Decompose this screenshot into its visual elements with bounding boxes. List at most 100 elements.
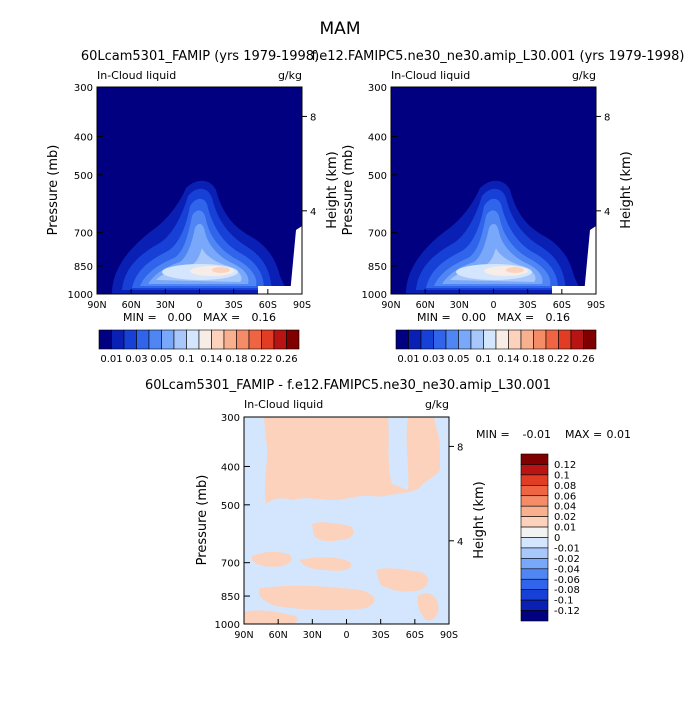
colorbar-swatch xyxy=(508,329,522,350)
colorbar-swatch xyxy=(173,329,187,350)
colorbar-swatch xyxy=(161,329,175,350)
colorbar-label: 0 xyxy=(554,533,560,544)
y-tick-label: 1000 xyxy=(68,290,93,301)
panel-b-units-label: g/kg xyxy=(572,69,596,82)
panel-c-min-label: MIN = xyxy=(476,428,510,441)
colorbar-swatch xyxy=(136,329,150,350)
colorbar-label: 0.04 xyxy=(554,502,576,513)
colorbar-swatch xyxy=(520,495,549,507)
panel-c-colorbar: 0.120.10.080.060.040.020.010-0.01-0.02-0… xyxy=(520,453,580,622)
colorbar-swatch xyxy=(273,329,287,350)
y-tick-label: 850 xyxy=(221,592,240,603)
colorbar-swatch xyxy=(286,329,300,350)
y-tick-label: 300 xyxy=(368,83,387,94)
colorbar-swatch xyxy=(520,547,549,559)
panel-c-xticks: 90N 60N 30N 0 30S 60S 90S xyxy=(234,619,458,641)
colorbar-swatch xyxy=(223,329,237,350)
panel-c-positive-region-5 xyxy=(258,585,375,611)
height-tick-label: 4 xyxy=(310,207,316,218)
colorbar-label: 0.1 xyxy=(179,354,195,365)
panel-b-contour-9 xyxy=(506,267,524,273)
panel-c-max-label: MAX = xyxy=(565,428,602,441)
panel-c-positive-region-3 xyxy=(252,551,292,567)
colorbar-label: 0.01 xyxy=(100,354,122,365)
colorbar-label: 0.12 xyxy=(554,460,576,471)
x-tick-label: 60N xyxy=(416,300,435,311)
colorbar-swatch xyxy=(520,599,549,611)
panel-c-yticks: 300 400 500 700 850 1000 xyxy=(215,413,250,631)
colorbar-swatch xyxy=(395,329,409,350)
x-tick-label: 60S xyxy=(259,300,277,311)
x-tick-label: 30N xyxy=(156,300,175,311)
panel-a-ylabel-right: Height (km) xyxy=(325,151,340,228)
colorbar-swatch xyxy=(520,537,549,549)
panel-c-plot xyxy=(244,417,449,624)
colorbar-swatch xyxy=(495,329,509,350)
y-tick-label: 500 xyxy=(368,171,387,182)
panel-b-min-label: MIN = xyxy=(417,311,451,324)
panel-b-xticks: 90N 60N 30N 0 30S 60S 90S xyxy=(381,289,605,311)
colorbar-label: -0.02 xyxy=(554,554,580,565)
colorbar-swatch xyxy=(433,329,447,350)
y-tick-label: 700 xyxy=(368,229,387,240)
colorbar-label: 0.26 xyxy=(572,354,594,365)
colorbar-label: 0.03 xyxy=(422,354,444,365)
panel-a-title: 60Lcam5301_FAMIP (yrs 1979-1998) xyxy=(81,49,319,64)
colorbar-swatch xyxy=(520,453,549,465)
panel-b-title: f.e12.FAMIPC5.ne30_ne30.amip_L30.001 (yr… xyxy=(312,49,685,64)
colorbar-label: 0.1 xyxy=(476,354,492,365)
colorbar-label: 0.05 xyxy=(150,354,172,365)
height-tick-label: 8 xyxy=(310,112,316,123)
x-tick-label: 60S xyxy=(553,300,571,311)
y-tick-label: 500 xyxy=(221,501,240,512)
panel-b-yticks: 300 400 500 700 850 1000 xyxy=(362,83,397,301)
height-tick-label: 8 xyxy=(457,442,463,453)
y-tick-label: 300 xyxy=(74,83,93,94)
colorbar-swatch xyxy=(520,610,549,622)
colorbar-swatch xyxy=(520,329,534,350)
panel-c-positive-region-4 xyxy=(300,557,352,571)
colorbar-swatch xyxy=(558,329,572,350)
x-tick-label: 0 xyxy=(490,300,496,311)
panel-b-max-label: MAX = xyxy=(497,311,534,324)
colorbar-swatch xyxy=(520,464,549,476)
x-tick-label: 60N xyxy=(122,300,141,311)
panel-a-ylabel: Pressure (mb) xyxy=(46,145,61,236)
colorbar-swatch xyxy=(236,329,250,350)
panel-a-yticks-right: 84 xyxy=(302,112,316,218)
panel-c-positive-region-6 xyxy=(376,568,429,592)
y-tick-label: 500 xyxy=(74,171,93,182)
colorbar-label: -0.1 xyxy=(554,596,574,607)
colorbar-swatch xyxy=(483,329,497,350)
colorbar-swatch xyxy=(520,589,549,601)
colorbar-swatch xyxy=(123,329,137,350)
panel-c-ylabel: Pressure (mb) xyxy=(195,475,210,566)
x-tick-label: 0 xyxy=(343,630,349,641)
panel-b-field-label: In-Cloud liquid xyxy=(391,69,470,82)
panel-a-missing-region xyxy=(258,286,302,294)
colorbar-label: 0.01 xyxy=(554,523,576,534)
panel-c-min-value: -0.01 xyxy=(523,428,551,441)
panel-c-ylabel-right: Height (km) xyxy=(472,481,487,558)
colorbar-label: 0.03 xyxy=(125,354,147,365)
colorbar-swatch xyxy=(98,329,112,350)
colorbar-label: 0.26 xyxy=(275,354,297,365)
panel-c-yticks-right: 84 xyxy=(449,442,463,548)
colorbar-label: -0.06 xyxy=(554,575,580,586)
x-tick-label: 60S xyxy=(406,630,424,641)
panel-b-plot xyxy=(391,87,596,294)
x-tick-label: 90N xyxy=(87,300,106,311)
colorbar-swatch xyxy=(520,578,549,590)
panel-b-colorbar: 0.01 0.03 0.05 0.1 0.14 0.18 0.22 0.26 xyxy=(395,329,597,365)
y-tick-label: 700 xyxy=(74,229,93,240)
y-tick-label: 1000 xyxy=(362,290,387,301)
colorbar-label: 0.22 xyxy=(547,354,569,365)
colorbar-label: 0.18 xyxy=(522,354,544,365)
panel-c-positive-region-7 xyxy=(244,610,298,624)
colorbar-label: -0.08 xyxy=(554,585,580,596)
panel-c-units-label: g/kg xyxy=(425,398,449,411)
colorbar-swatch xyxy=(520,485,549,497)
x-tick-label: 60N xyxy=(269,630,288,641)
panel-b-min-value: 0.00 xyxy=(462,311,487,324)
